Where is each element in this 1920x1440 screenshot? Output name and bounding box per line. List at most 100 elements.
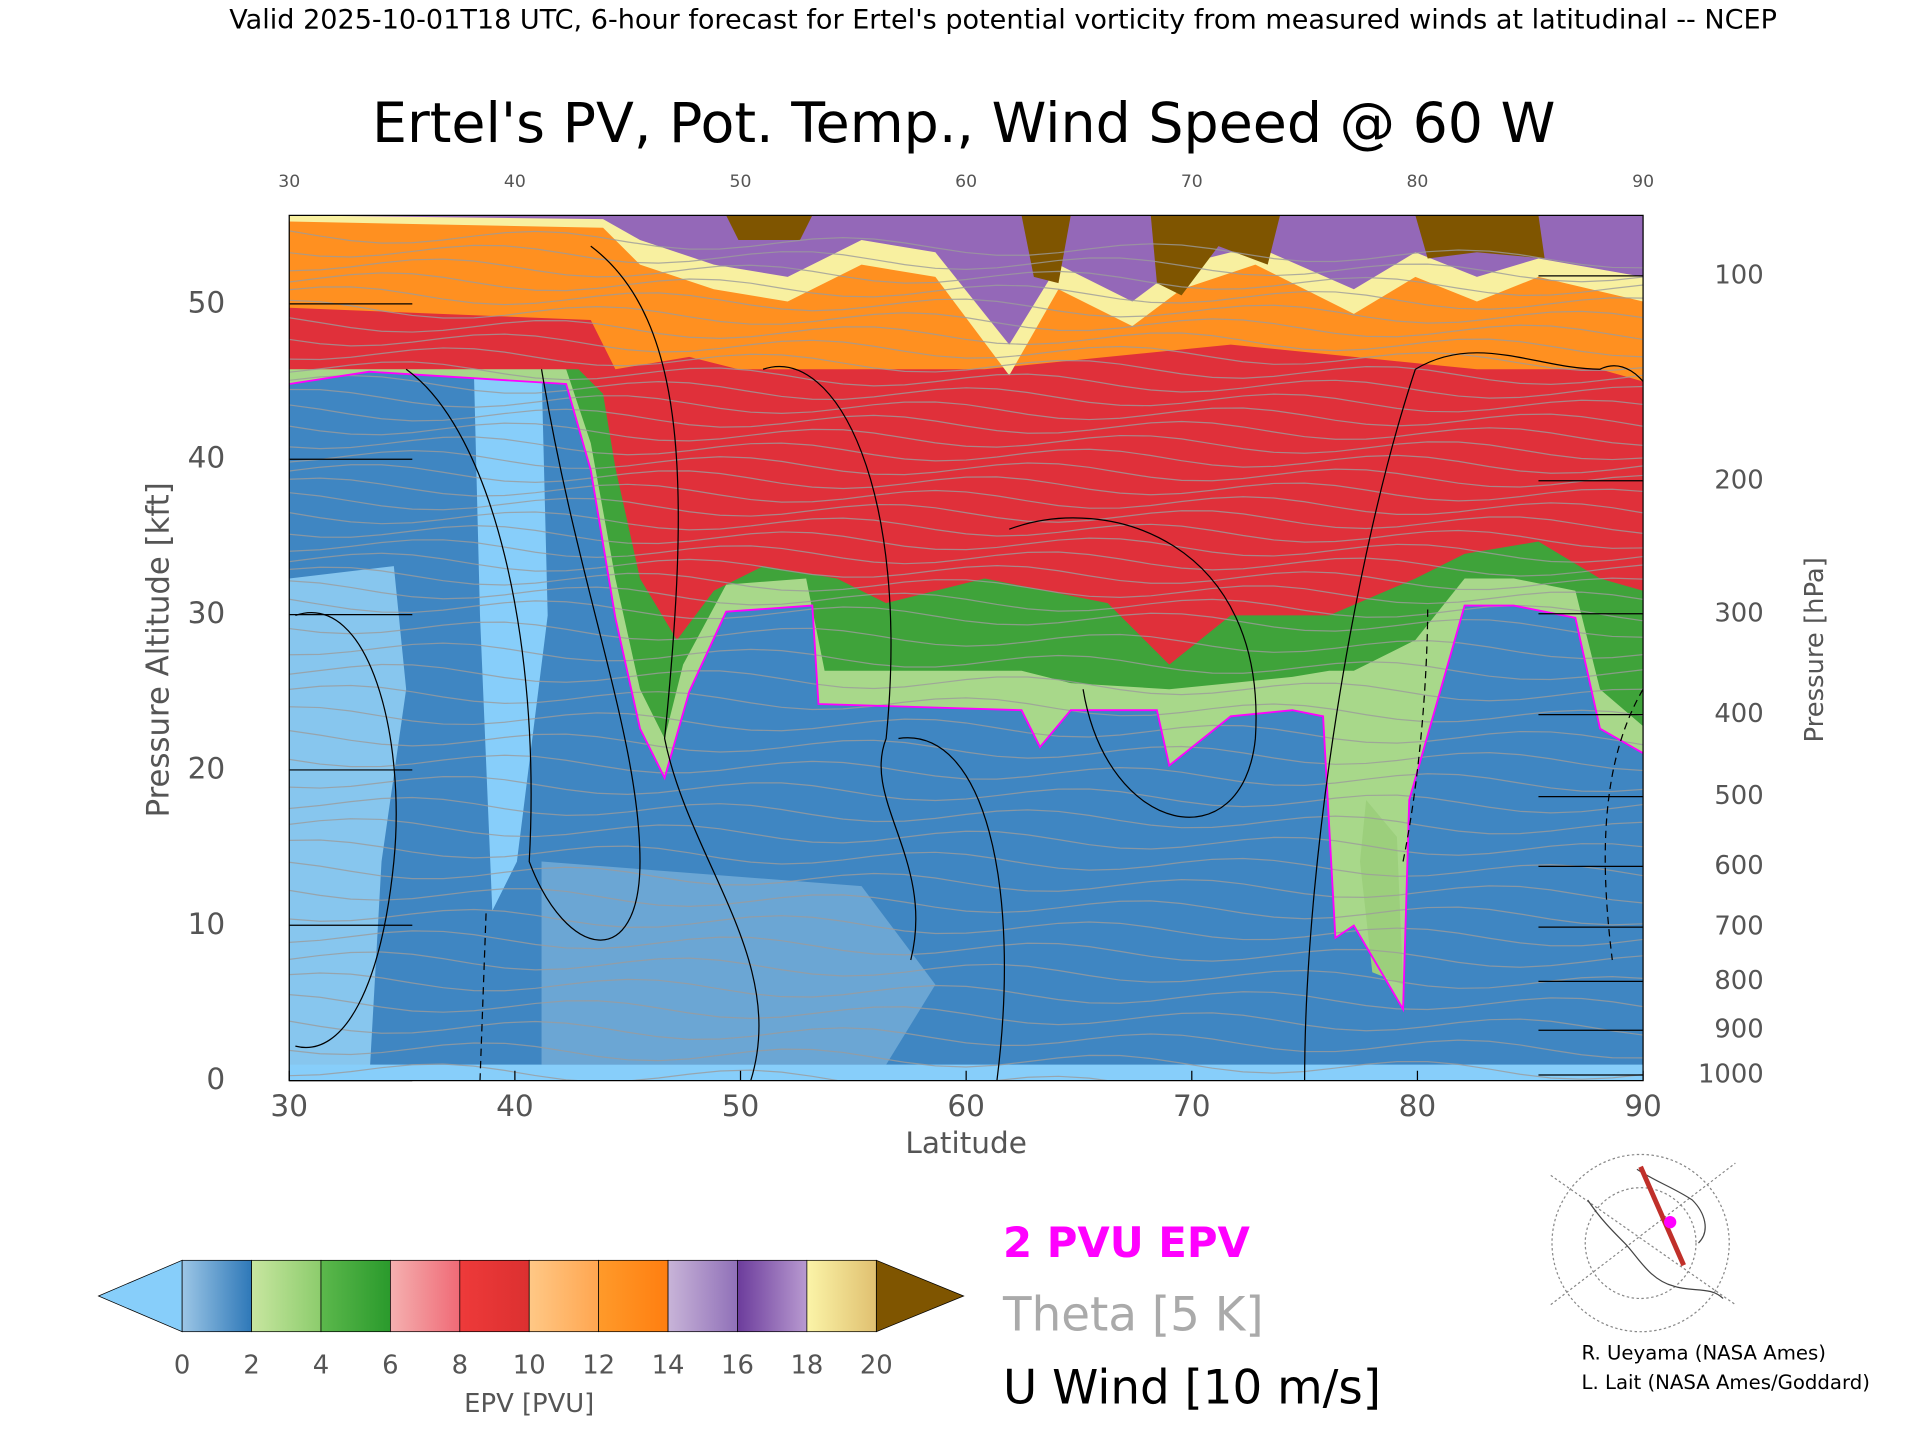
theta-contour bbox=[289, 1218, 1643, 1254]
theta-contour bbox=[289, 374, 1644, 413]
theta-contour bbox=[289, 972, 1644, 1011]
colorbar-tick-label: 14 bbox=[652, 1351, 685, 1381]
theta-contour bbox=[289, 861, 1644, 904]
theta-contour bbox=[289, 317, 1644, 358]
colorbar-tick-label: 20 bbox=[860, 1351, 893, 1381]
y-tick-label: 40 bbox=[188, 441, 226, 475]
theta-contours bbox=[289, 230, 1644, 1388]
y2-tick-label: 400 bbox=[1714, 699, 1763, 729]
theta-contour bbox=[289, 436, 1644, 474]
credit: R. Ueyama (NASA Ames) bbox=[1582, 1341, 1826, 1364]
theta-contour bbox=[289, 566, 1644, 605]
wind-contour bbox=[1604, 688, 1644, 961]
x-tick-label: 40 bbox=[496, 1089, 534, 1123]
theta-contour bbox=[289, 477, 1644, 515]
colorbar-tick-label: 12 bbox=[582, 1351, 615, 1381]
colorbar-tick-label: 0 bbox=[174, 1351, 190, 1381]
y2-tick-label: 500 bbox=[1714, 781, 1763, 811]
map-section-line bbox=[1638, 1165, 1686, 1267]
field-band bbox=[1150, 215, 1280, 296]
theta-contour bbox=[289, 539, 1644, 577]
theta-contour bbox=[289, 706, 1644, 746]
theta-contour bbox=[289, 230, 1644, 269]
wind-contour bbox=[590, 245, 760, 1081]
theta-contour bbox=[289, 839, 1644, 877]
x-top-tick-label: 50 bbox=[730, 172, 752, 192]
chart-title: Ertel's PV, Pot. Temp., Wind Speed @ 60 … bbox=[372, 92, 1555, 156]
y2-axis-title: Pressure [hPa] bbox=[1800, 557, 1830, 742]
colorbar-segment bbox=[667, 1259, 738, 1333]
theta-contour bbox=[289, 908, 1644, 947]
wind-contour bbox=[479, 910, 487, 1081]
theta-contour bbox=[289, 796, 1644, 835]
theta-contour bbox=[289, 663, 1644, 702]
x-tick-label: 60 bbox=[947, 1089, 985, 1123]
map-marker bbox=[1664, 1216, 1677, 1229]
x-tick-label: 80 bbox=[1399, 1089, 1437, 1123]
colorbar-segment bbox=[320, 1259, 391, 1333]
theta-contour bbox=[289, 244, 1644, 283]
theta-contour bbox=[289, 525, 1644, 563]
theta-contour bbox=[289, 299, 1644, 341]
x-top-tick-label: 80 bbox=[1406, 172, 1428, 192]
wind-contours bbox=[295, 245, 1644, 1081]
colorbar-tick-label: 8 bbox=[452, 1351, 468, 1381]
colorbar-segment bbox=[181, 1259, 252, 1333]
theta-contour bbox=[289, 422, 1644, 461]
field bbox=[289, 215, 1644, 1388]
y2-tick-label: 300 bbox=[1714, 598, 1763, 628]
legend-entry: Theta [5 K] bbox=[1002, 1289, 1264, 1343]
theta-contour bbox=[289, 347, 1644, 385]
theta-contour bbox=[289, 404, 1644, 447]
y2-tick-label: 600 bbox=[1714, 851, 1763, 881]
x-tick-label: 30 bbox=[270, 1089, 308, 1123]
x-tick-label: 50 bbox=[722, 1089, 760, 1123]
legend-entry: 2 PVU EPV bbox=[1003, 1218, 1250, 1267]
y-tick-label: 30 bbox=[188, 596, 226, 630]
wind-contour bbox=[762, 366, 917, 961]
map-grid bbox=[1550, 1174, 1736, 1306]
colorbar-segment bbox=[459, 1259, 530, 1333]
legend: 2 PVU EPV Theta [5 K] U Wind [10 m/s] bbox=[1002, 1218, 1381, 1415]
map-coast bbox=[1636, 1168, 1706, 1244]
field-low bbox=[473, 369, 548, 911]
field-low bbox=[289, 566, 407, 1081]
theta-contour bbox=[289, 258, 1644, 297]
wind-contour bbox=[898, 737, 1005, 1081]
theta-contour bbox=[289, 1352, 1643, 1388]
y-tick-label: 0 bbox=[206, 1062, 225, 1096]
y2-tick-label: 1000 bbox=[1698, 1059, 1764, 1089]
colorbar-segment bbox=[528, 1259, 600, 1333]
map-grid bbox=[1550, 1162, 1736, 1306]
locator-map bbox=[1540, 1153, 1741, 1333]
y2-tick-label: 200 bbox=[1714, 465, 1763, 495]
wind-contour bbox=[1304, 352, 1644, 1081]
x-axis-title: Latitude bbox=[905, 1126, 1026, 1160]
theta-contour bbox=[289, 1176, 1643, 1212]
theta-contour bbox=[289, 388, 1644, 427]
field-band bbox=[1415, 215, 1545, 259]
y-tick-label: 20 bbox=[188, 751, 226, 785]
y2-tick-label: 800 bbox=[1714, 966, 1763, 996]
field-band bbox=[726, 215, 813, 240]
map-grid bbox=[1551, 1153, 1730, 1333]
theta-contour bbox=[289, 1330, 1643, 1366]
theta-contour bbox=[289, 729, 1644, 772]
colorbar-segment bbox=[390, 1259, 461, 1333]
theta-contour bbox=[289, 286, 1644, 324]
credit: L. Lait (NASA Ames/Goddard) bbox=[1582, 1371, 1870, 1394]
theta-contour bbox=[289, 464, 1644, 502]
colorbar-tick-label: 6 bbox=[382, 1351, 398, 1381]
colorbar-tick-label: 4 bbox=[313, 1351, 329, 1381]
pv-contour bbox=[289, 370, 1644, 1013]
theta-contour bbox=[289, 1042, 1644, 1080]
theta-contour bbox=[289, 552, 1644, 591]
colorbar-segment bbox=[737, 1259, 808, 1333]
colorbar: 0 2 4 6 8 10 12 14 16 18 20 bbox=[97, 1259, 965, 1381]
theta-contour bbox=[289, 272, 1644, 310]
x-top-tick-label: 60 bbox=[955, 172, 977, 192]
x-top-tick-label: 30 bbox=[278, 172, 300, 192]
wind-contour bbox=[405, 368, 641, 941]
y-tick-label: 50 bbox=[188, 285, 226, 319]
colorbar-over bbox=[875, 1259, 965, 1333]
